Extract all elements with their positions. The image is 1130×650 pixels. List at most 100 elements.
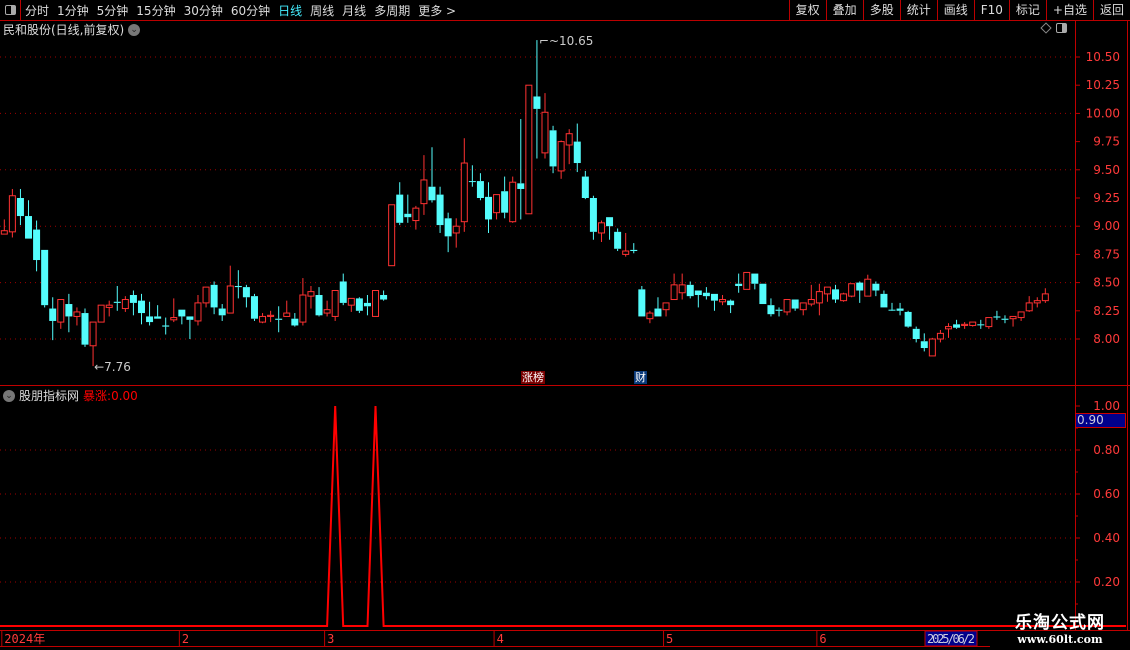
finance-tag[interactable]: 财	[634, 371, 647, 384]
period-tab[interactable]: 分时	[25, 3, 50, 18]
period-tab[interactable]: 30分钟	[183, 3, 223, 18]
candle	[783, 299, 791, 316]
candle-body	[622, 250, 630, 255]
candle	[969, 321, 977, 327]
candle-body	[743, 271, 751, 290]
candle	[234, 270, 242, 299]
indicator-tick-label: 0.40	[1093, 531, 1120, 545]
candle-body	[315, 295, 323, 316]
candle-body	[25, 216, 33, 239]
candle-body	[420, 179, 428, 205]
price-tick-label: 10.50	[1086, 50, 1120, 64]
indicator-name[interactable]: 股朋指标网	[19, 389, 80, 403]
candle	[961, 322, 969, 329]
toolbar-button[interactable]: 返回	[1092, 0, 1130, 21]
candle	[622, 232, 630, 257]
candle-body	[815, 291, 823, 304]
candle	[428, 147, 436, 203]
candle-body	[751, 273, 759, 284]
chevron-down-icon[interactable]: ⌄	[3, 389, 15, 402]
toolbar-button[interactable]: 统计	[899, 0, 937, 21]
candle-body	[1001, 318, 1009, 320]
toolbar-button[interactable]: 画线	[936, 0, 974, 21]
period-tab[interactable]: 1分钟	[57, 3, 89, 18]
toolbar-button[interactable]: 标记	[1008, 0, 1046, 21]
candle	[89, 321, 97, 367]
period-tab[interactable]: 多周期	[374, 3, 411, 18]
candle	[436, 186, 444, 233]
candle	[856, 281, 864, 303]
candle-body	[194, 302, 202, 322]
candle-body	[452, 225, 460, 234]
candle-body	[65, 304, 73, 317]
candle-body	[573, 141, 581, 164]
toolbar-button[interactable]: 复权	[788, 0, 826, 21]
price-tick-label: 8.75	[1093, 247, 1120, 261]
candle	[420, 155, 428, 215]
period-tab[interactable]: 周线	[310, 3, 335, 18]
toolbar-button[interactable]: +自选	[1045, 0, 1093, 21]
candle-body	[57, 299, 65, 323]
candle-body	[226, 285, 234, 314]
candle	[202, 286, 210, 308]
toolbar-button[interactable]: 多股	[862, 0, 900, 21]
candle	[331, 289, 339, 321]
candle	[186, 316, 194, 339]
candle	[710, 293, 718, 311]
period-tab[interactable]: 5分钟	[96, 3, 129, 18]
candle-body	[775, 309, 783, 311]
candle	[589, 195, 597, 240]
candle-body	[597, 222, 605, 234]
panel-toggle-icon[interactable]	[1056, 23, 1067, 33]
time-axis-label: 6	[819, 632, 826, 646]
candle-body	[848, 283, 856, 297]
candle-body	[606, 217, 614, 227]
candle	[759, 283, 767, 305]
period-tab[interactable]: 15分钟	[136, 3, 176, 18]
candle-body	[178, 309, 186, 317]
candle	[1009, 315, 1017, 327]
candle	[904, 310, 912, 328]
candle	[0, 219, 8, 235]
candle-body	[89, 321, 97, 347]
candle	[832, 284, 840, 303]
sidebar-toggle-icon[interactable]	[0, 0, 21, 21]
candle	[226, 265, 234, 314]
candle-body	[105, 304, 113, 308]
period-tab[interactable]: 60分钟	[230, 3, 271, 18]
candle	[1001, 315, 1009, 324]
candle	[501, 176, 509, 219]
candle	[291, 313, 299, 327]
period-tab[interactable]: 月线	[342, 3, 367, 18]
candle	[872, 281, 880, 297]
candle	[73, 307, 81, 326]
candle-body	[864, 278, 872, 297]
period-tab[interactable]: 日线	[278, 3, 303, 18]
candle-body	[1017, 311, 1025, 319]
candle-body	[1033, 300, 1041, 304]
zhangbang-tag[interactable]: 涨榜	[521, 371, 545, 384]
candle	[791, 299, 799, 311]
candle-body	[323, 309, 331, 314]
candle	[154, 305, 162, 319]
candle-body	[33, 229, 41, 261]
indicator-tick-label: 0.80	[1093, 443, 1120, 457]
candle-body	[49, 308, 57, 321]
candle-body	[97, 304, 105, 323]
chevron-down-icon[interactable]: ⌄	[128, 23, 141, 36]
candle-body	[396, 194, 404, 223]
candle-body	[928, 338, 936, 357]
candle-body	[993, 316, 1001, 318]
candle-body	[339, 281, 347, 303]
toolbar-button[interactable]: 叠加	[825, 0, 863, 21]
candle	[315, 287, 323, 317]
candle	[767, 298, 775, 317]
candle	[49, 297, 57, 341]
toolbar-button[interactable]: F10	[973, 0, 1009, 21]
candle	[81, 308, 89, 347]
candle-body	[372, 289, 380, 317]
period-tab[interactable]: 更多 >	[418, 3, 457, 18]
candle-body	[840, 293, 848, 302]
candle	[525, 84, 533, 215]
